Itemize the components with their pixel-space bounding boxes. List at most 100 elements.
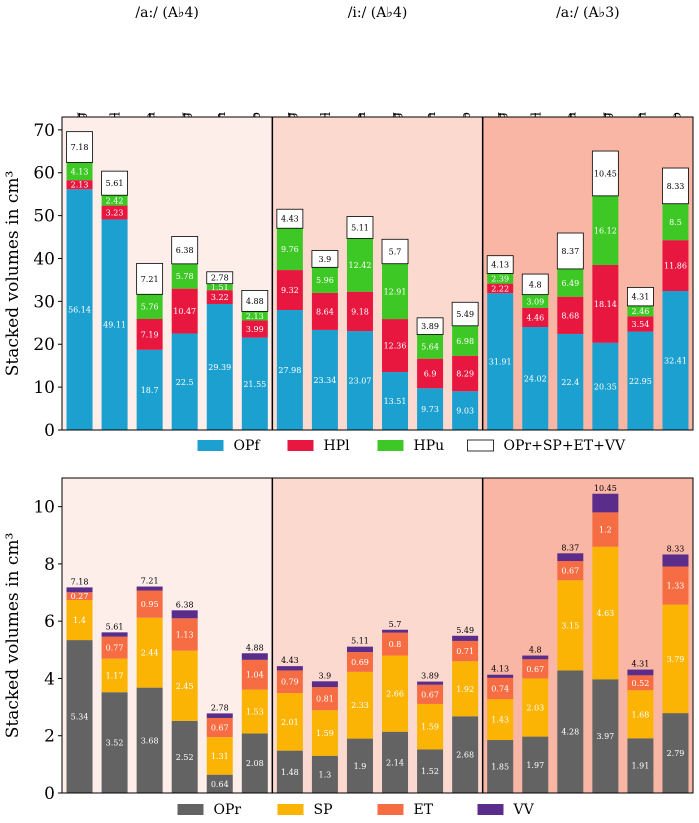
group-title-1: /a:/ (A♭4) [135, 5, 199, 21]
top-data-label-hpl-a-a-4-belting: 2.13 [71, 181, 89, 190]
top-data-label-opf-a-a-3-sobbing: 20.35 [594, 382, 617, 391]
bottom-legend: OPr SP ET VV [177, 802, 535, 818]
top-bar-hpl-a-a-4-sobbing [171, 288, 198, 334]
bottom-bar-et-a-a-4-twang-oral [101, 636, 128, 659]
top-bar-hpl-a-a-3-belting [487, 283, 514, 294]
bottom-data-label-et-a-a-4-twang-oral: 0.77 [106, 644, 124, 653]
top-data-label-hpu-a-a-4-sobbing: 5.78 [176, 272, 194, 281]
top-data-label-hpu-a-a-3-twang-oral: 3.09 [526, 297, 544, 306]
top-bar-opr-sp-et-vv-a-a-4-speech [206, 271, 234, 285]
bottom-bar-opr-i-a-4-opera [346, 738, 373, 793]
bottom-data-label-et-a-a-4-sobbing: 1.13 [176, 630, 194, 639]
top-bar-opf-a-a-3-speech [627, 331, 654, 430]
top-legend: OPf HPl HPu OPr+SP+ET+VV [197, 438, 626, 454]
top-data-label-opr-sp-et-vv-i-a-4-belting: 4.43 [281, 215, 299, 224]
bottom-bar-et-i-a-4-sobbing [382, 632, 409, 656]
bottom-y-tick-label-8: 8 [44, 555, 55, 575]
bottom-plot-frame [61, 477, 694, 794]
bottom-bar-vv-a-a-4-sobbing [171, 610, 198, 619]
bottom-data-label-opr-i-a-4-opera: 1.9 [354, 762, 367, 771]
top-bar-hpl-i-a-4-speech [417, 358, 444, 389]
top-bar-hpl-a-a-4-speech [206, 290, 233, 304]
top-bar-hpl-i-a-4-sobbing [382, 319, 409, 373]
bottom-bar-et-i-a-4-speech [417, 684, 444, 704]
group-title-3: /a:/ (A♭3) [556, 5, 620, 21]
bottom-bar-vv-i-a-4-belting [276, 666, 303, 671]
top-bar-opf-a-a-4-twang-oral [101, 219, 128, 430]
top-bar-opr-sp-et-vv-a-a-4-twang-oral [101, 170, 128, 196]
top-bar-opr-sp-et-vv-a-a-3-twang-oral [521, 273, 549, 296]
bottom-data-label-sp-a-a-3-belting: 1.43 [491, 716, 509, 725]
top-bar-opr-sp-et-vv-i-a-4-speech [416, 317, 444, 335]
top-data-label-hpl-i-a-4-sobbing: 12.36 [384, 342, 407, 351]
top-bar-opf-a-a-3-sobbing [592, 342, 619, 430]
top-data-label-opr-sp-et-vv-a-a-3-belting: 4.13 [491, 261, 509, 270]
top-bar-hpu-i-a-4-belting [276, 228, 303, 271]
top-data-label-hpl-i-a-4-belting: 9.32 [281, 286, 299, 295]
bottom-y-tick-label-2: 2 [44, 727, 55, 747]
bottom-data-label-sp-a-a-4-twang-oral: 1.17 [106, 671, 124, 680]
top-bar-hpu-a-a-3-speech [627, 305, 654, 317]
top-bar-hpl-i-a-4-opera [346, 291, 373, 332]
bottom-total-label-i-a-4-belting: 4.43 [281, 656, 299, 665]
bottom-data-label-opr-a-a-4-speech: 0.64 [211, 780, 229, 789]
bottom-total-label-a-a-4-sobbing: 6.38 [176, 600, 194, 609]
top-bar-opr-sp-et-vv-a-a-4-opera [136, 262, 164, 295]
top-y-tick-label-30: 30 [33, 292, 55, 312]
top-data-label-opr-sp-et-vv-a-a-4-falsetto: 4.88 [246, 297, 264, 306]
bottom-group-background-3 [482, 478, 693, 793]
top-data-label-opf-a-a-3-belting: 31.91 [489, 358, 512, 367]
bottom-bar-et-a-a-4-sobbing [171, 618, 198, 651]
bottom-bar-opr-i-a-4-twang-oral [311, 755, 338, 793]
top-data-label-opf-a-a-4-belting: 56.14 [68, 306, 91, 315]
bottom-data-label-et-a-a-4-falsetto: 1.04 [246, 671, 264, 680]
top-data-label-opf-i-a-4-opera: 23.07 [349, 377, 372, 386]
bottom-data-label-et-i-a-4-twang-oral: 0.81 [316, 695, 334, 704]
bottom-data-label-sp-i-a-4-speech: 1.59 [421, 723, 439, 732]
bottom-bar-sp-a-a-4-falsetto [241, 689, 268, 734]
bottom-bar-opr-a-a-3-opera [557, 670, 584, 793]
top-bar-opr-sp-et-vv-a-a-3-speech [627, 286, 654, 307]
bottom-bar-et-a-a-4-opera [136, 590, 163, 618]
bottom-data-label-opr-a-a-4-sobbing: 2.52 [176, 753, 194, 762]
bottom-data-label-opr-a-a-4-twang-oral: 3.52 [106, 739, 124, 748]
top-bar-opf-i-a-4-belting [276, 310, 303, 430]
top-bar-opf-a-a-4-sobbing [171, 333, 198, 430]
top-data-label-hpl-a-a-3-belting: 2.22 [491, 284, 509, 293]
top-bar-opf-a-a-4-falsetto [241, 337, 268, 430]
bottom-data-label-opr-a-a-3-opera: 4.28 [561, 728, 579, 737]
bottom-bar-vv-a-a-4-falsetto [241, 653, 268, 660]
bottom-bar-et-a-a-3-falsetto [662, 566, 689, 605]
bottom-bar-opr-a-a-4-opera [136, 687, 163, 793]
bottom-data-label-et-a-a-3-sobbing: 1.2 [599, 526, 612, 535]
top-data-label-opr-sp-et-vv-i-a-4-sobbing: 5.7 [389, 248, 402, 257]
top-data-label-opf-i-a-4-sobbing: 13.51 [384, 397, 407, 406]
top-bar-hpu-a-a-3-sobbing [592, 195, 619, 265]
top-data-label-hpl-a-a-4-speech: 3.22 [211, 293, 229, 302]
top-bar-opf-a-a-3-belting [487, 293, 514, 430]
top-group-background-2 [272, 117, 483, 430]
top-bar-hpl-a-a-4-belting [66, 180, 93, 190]
top-data-label-hpu-a-a-3-falsetto: 8.5 [669, 218, 682, 227]
top-group-background-1 [62, 117, 273, 430]
bottom-bar-vv-a-a-3-speech [627, 669, 654, 676]
top-legend-label-opf: OPf [234, 438, 262, 454]
top-bar-hpl-a-a-3-speech [627, 316, 654, 332]
bottom-bar-et-a-a-4-speech [206, 717, 233, 738]
bottom-bar-sp-i-a-4-falsetto [452, 661, 479, 717]
top-bar-hpl-a-a-4-opera [136, 318, 163, 350]
top-data-label-opr-sp-et-vv-i-a-4-twang-oral: 3.9 [319, 255, 332, 264]
top-data-label-hpu-a-a-4-belting: 4.13 [71, 167, 89, 176]
top-data-label-hpl-a-a-4-sobbing: 10.47 [173, 307, 196, 316]
top-data-label-hpu-i-a-4-twang-oral: 5.96 [316, 276, 334, 285]
bottom-y-axis-label: Stacked volumes in cm³ [3, 533, 23, 739]
bottom-bar-et-a-a-3-speech [627, 675, 654, 691]
top-data-label-hpu-a-a-4-twang-oral: 2.42 [106, 196, 124, 205]
bottom-bar-vv-a-a-3-belting [487, 674, 514, 678]
top-data-label-opr-sp-et-vv-a-a-4-opera: 7.21 [141, 275, 159, 284]
top-legend-swatch-opr-sp-et-vv [467, 439, 494, 452]
top-bar-hpu-a-a-3-belting [487, 273, 514, 284]
bottom-data-label-et-a-a-3-twang-oral: 0.67 [526, 665, 544, 674]
bottom-data-label-et-i-a-4-speech: 0.67 [421, 690, 439, 699]
top-bar-opf-a-a-4-belting [66, 189, 93, 430]
